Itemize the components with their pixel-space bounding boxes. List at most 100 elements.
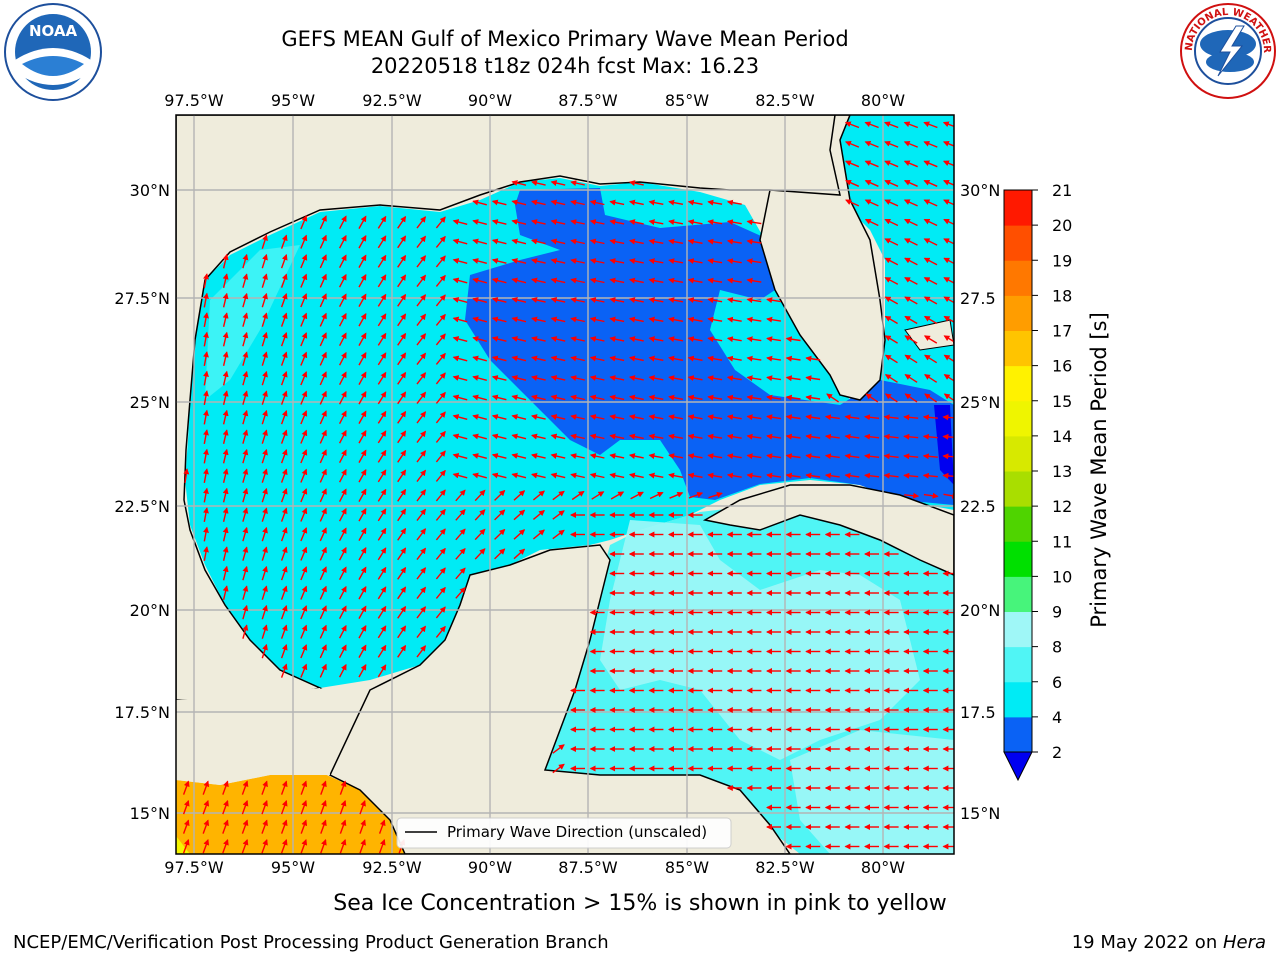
wave-arrow (319, 605, 327, 620)
wave-arrow (589, 199, 605, 206)
wave-arrow (531, 238, 546, 245)
wave-arrow (589, 414, 605, 421)
wave-arrow (923, 296, 938, 305)
wave-arrow (864, 218, 879, 227)
wave-arrow (687, 394, 703, 401)
wave-arrow (942, 433, 954, 440)
wave-arrow (511, 258, 527, 264)
wave-arrow (687, 472, 703, 479)
wave-arrow (358, 274, 367, 288)
wave-arrow (452, 433, 468, 440)
wave-arrow (511, 375, 527, 381)
wave-arrow (531, 453, 546, 459)
wave-arrow (532, 490, 545, 501)
wave-arrow (726, 316, 742, 323)
wave-arrow (452, 316, 468, 323)
wave-arrow (435, 547, 446, 560)
wave-arrow (202, 819, 210, 834)
wave-arrow (687, 453, 703, 460)
wave-arrow (550, 180, 566, 186)
wave-arrow (203, 526, 209, 542)
wave-arrow (511, 180, 527, 186)
short-period-region (465, 188, 954, 505)
wave-arrow (397, 215, 407, 229)
wave-arrow (570, 433, 585, 440)
wave-arrow (377, 586, 387, 600)
cuba-island (702, 484, 954, 576)
wave-arrow (319, 624, 327, 639)
wave-arrow (261, 429, 268, 444)
wave-arrow (942, 453, 954, 460)
wave-arrow (319, 254, 327, 269)
wave-arrow (338, 390, 347, 405)
wave-arrow (904, 296, 918, 305)
wave-arrow (922, 433, 938, 440)
wave-arrow (903, 453, 919, 460)
lon-tick-label-bottom: 95°W (271, 858, 315, 877)
wave-arrow (397, 332, 407, 346)
wave-arrow (648, 375, 664, 382)
wave-arrow (628, 277, 644, 284)
wave-arrow (377, 313, 387, 327)
wave-arrow (222, 253, 229, 269)
lon-tick-label-top: 90°W (468, 91, 512, 110)
wave-arrow (435, 411, 446, 424)
wave-arrow (300, 215, 308, 230)
wave-arrow (280, 565, 288, 581)
wave-arrow (884, 257, 899, 266)
wave-arrow (766, 472, 782, 479)
wave-arrow (358, 508, 367, 522)
wave-arrow (358, 215, 367, 229)
wave-arrow (766, 453, 782, 460)
wave-arrow (397, 410, 407, 424)
wave-arrow (570, 219, 585, 226)
wave-arrow (358, 469, 367, 483)
wave-arrow (884, 218, 899, 227)
wave-arrow (844, 414, 860, 421)
wave-arrow (241, 780, 249, 795)
wave-arrow (377, 391, 387, 405)
wave-arrow (222, 546, 229, 561)
wave-arrow (222, 487, 229, 503)
wave-arrow (589, 375, 605, 382)
wave-arrow (222, 799, 229, 815)
wave-arrow (416, 645, 426, 658)
wave-arrow (550, 336, 566, 342)
colorbar-tick-label: 11 (1052, 532, 1072, 551)
lon-tick-label-bottom: 85°W (665, 858, 709, 877)
wave-arrow (668, 297, 684, 304)
wave-arrow (300, 234, 308, 249)
wave-arrow (864, 453, 880, 460)
wave-arrow (416, 606, 426, 619)
wave-arrow (452, 297, 468, 303)
lighter-gulf-region (205, 245, 300, 400)
wave-arrow (844, 160, 860, 168)
footer-date-text: 19 May 2022 on (1071, 932, 1223, 953)
colorbar-tick-label: 14 (1052, 427, 1072, 446)
wave-arrow (491, 414, 507, 420)
wave-arrow (261, 585, 268, 600)
wave-arrow (261, 292, 268, 308)
colorbar-segment (1004, 681, 1032, 718)
footer-host: Hera (1222, 932, 1266, 953)
colorbar-segment (1004, 576, 1032, 612)
wave-arrow (513, 548, 526, 560)
wave-arrow (844, 121, 860, 129)
wave-arrow (943, 393, 954, 402)
wave-arrow (766, 394, 782, 401)
wave-arrow (845, 199, 860, 207)
wave-arrow (261, 780, 268, 795)
wave-arrow (203, 546, 209, 562)
lon-tick-label-bottom: 87.5°W (558, 858, 618, 877)
wave-arrow (261, 624, 268, 639)
wave-arrow (785, 394, 801, 401)
wave-arrow (338, 429, 347, 444)
wave-arrow (668, 277, 684, 284)
wave-arrow (707, 355, 723, 362)
colorbar-tick-label: 10 (1052, 567, 1072, 586)
wave-arrow (943, 374, 954, 382)
wave-arrow (903, 199, 918, 207)
colorbar-under-extension (1003, 751, 1033, 782)
wave-arrow (261, 390, 268, 405)
colorbar-tick-label: 8 (1052, 638, 1062, 657)
